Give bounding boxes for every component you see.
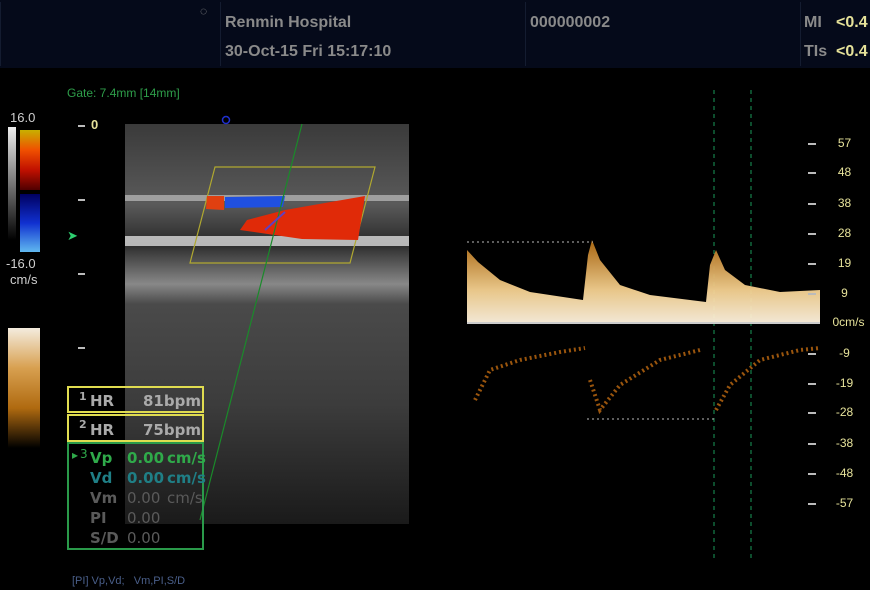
calc-label: PI: [90, 509, 107, 527]
measurement-index: 1: [79, 390, 87, 403]
doppler-cursor-line[interactable]: [199, 123, 303, 521]
color-bar-negative: [20, 194, 40, 252]
velocity-tick: [808, 503, 816, 505]
header-bar: ◌ Renmin Hospital 30-Oct-15 Fri 15:17:10…: [0, 0, 870, 68]
color-flow-red-small: [206, 196, 224, 210]
velocity-tick-label: 48: [837, 165, 852, 179]
depth-zero-label: 0: [91, 117, 99, 132]
gate-size: Gate: 7.4mm [14mm]: [67, 86, 180, 100]
doppler-spectrum-forward: [467, 240, 820, 323]
calc-footer: [PI] Vp,Vd; Vm,PI,S/D: [72, 575, 186, 587]
doppler-gray-map-bar: [8, 328, 40, 448]
header-cell-id: 000000002: [525, 2, 801, 66]
depth-tick: [78, 347, 85, 349]
velocity-tick: [808, 172, 816, 174]
velocity-tick-label: -19: [835, 376, 854, 390]
color-roi-box[interactable]: [189, 166, 376, 264]
velocity-tick: [808, 383, 816, 385]
depth-tick: [78, 125, 85, 127]
header-cell-hospital: Renmin Hospital 30-Oct-15 Fri 15:17:10: [220, 2, 526, 66]
measurement-value: 81bpm: [143, 392, 201, 410]
calc-label: Vp: [90, 449, 113, 467]
velocity-tick: [808, 293, 816, 295]
velocity-tick: [808, 143, 816, 145]
header-cell-indices: MI <0.4 TIs <0.4: [800, 2, 870, 66]
calc-label: Vm: [90, 489, 118, 507]
color-flow-red: [240, 196, 365, 240]
velocity-tick: [808, 203, 816, 205]
loading-icon: ◌: [200, 4, 208, 18]
calc-value: 0.00: [127, 509, 161, 527]
velocity-tick-label: -57: [835, 496, 854, 510]
active-marker-icon: ▸: [72, 448, 79, 462]
measurement-label: HR: [90, 392, 115, 410]
calc-label: Vd: [90, 469, 113, 487]
calc-unit: cm/s: [167, 449, 206, 467]
mi-label: MI: [804, 14, 822, 31]
velocity-tick-label: -48: [835, 466, 854, 480]
calc-unit: cm/s: [167, 489, 203, 507]
velocity-tick: [808, 473, 816, 475]
color-scale-max: 16.0: [10, 110, 36, 125]
velocity-tick-label: -28: [835, 405, 854, 419]
velocity-tick-label: 9: [841, 286, 848, 300]
focus-marker-icon[interactable]: ➤: [67, 228, 78, 243]
hr-unit: bpm: [163, 421, 201, 439]
velocity-tick-label: 28: [837, 226, 852, 240]
doppler-spectrum-reverse: [473, 346, 821, 415]
measurement-hr-1[interactable]: 1 HR 81bpm: [67, 386, 204, 413]
color-flow-blue: [225, 196, 285, 208]
tis-label: TIs: [804, 43, 828, 60]
calc-value: 0.00: [127, 489, 161, 507]
datetime: 30-Oct-15 Fri 15:17:10: [225, 43, 392, 60]
depth-tick: [78, 273, 85, 275]
calc-value: 0.00: [127, 449, 165, 467]
color-bar-positive: [20, 130, 40, 190]
velocity-tick-label: 0cm/s: [832, 315, 865, 329]
calc-index: 3: [80, 447, 88, 461]
patient-id: 000000002: [530, 14, 611, 31]
velocity-tick: [808, 353, 816, 355]
tis-value: <0.4: [836, 43, 868, 60]
doppler-calc-panel[interactable]: ▸ 3 Vp 0.00 cm/s Vd 0.00 cm/s Vm 0.00 cm/s PI 0.00…: [67, 442, 206, 550]
hr-value: 75: [143, 421, 164, 439]
hr-value: 81: [143, 392, 164, 410]
calc-unit: cm/s: [167, 469, 206, 487]
color-scale-min: -16.0: [6, 256, 36, 271]
sample-gate[interactable]: [264, 211, 286, 231]
velocity-tick-label: 38: [837, 196, 852, 210]
velocity-tick-label: 19: [837, 256, 852, 270]
header-cell-blank: [0, 2, 221, 66]
grayscale-bar: [8, 127, 16, 240]
vessel-wall-lower: [125, 236, 409, 246]
color-scale-unit: cm/s: [10, 272, 38, 287]
calc-value: 0.00: [127, 469, 165, 487]
calc-value: 0.00: [127, 529, 161, 547]
mi-value: <0.4: [836, 14, 868, 31]
hospital-name: Renmin Hospital: [225, 14, 352, 31]
velocity-tick-label: -38: [835, 436, 854, 450]
calc-label: S/D: [90, 529, 119, 547]
velocity-tick: [808, 233, 816, 235]
measurement-value: 75bpm: [143, 421, 201, 439]
velocity-tick: [808, 412, 816, 414]
measurement-label: HR: [90, 421, 115, 439]
probe-orientation-icon: [221, 115, 231, 125]
velocity-tick: [808, 263, 816, 265]
velocity-tick-label: 57: [837, 136, 852, 150]
velocity-tick: [808, 443, 816, 445]
tissue-image: [125, 124, 409, 524]
velocity-tick-label: -9: [839, 346, 850, 360]
measurement-hr-2[interactable]: 2 HR 75bpm: [67, 414, 204, 442]
measurement-index: 2: [79, 418, 87, 431]
hr-unit: bpm: [163, 392, 201, 410]
depth-tick: [78, 199, 85, 201]
